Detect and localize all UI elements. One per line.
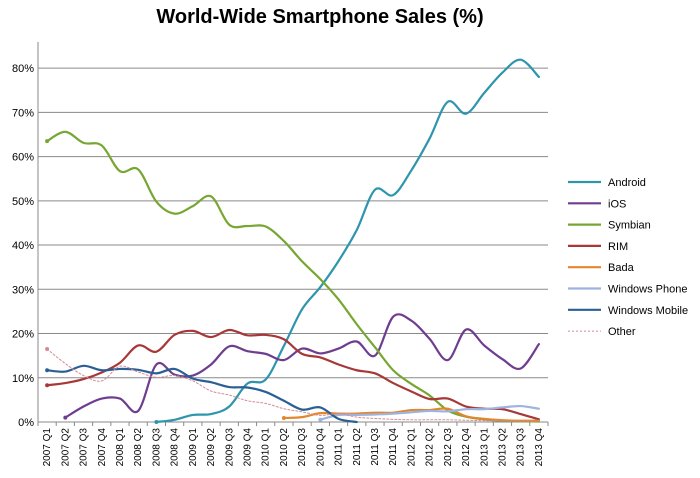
x-tick-label: 2009 Q3 [224,428,235,467]
x-tick-label: 2010 Q2 [279,428,290,467]
series-line-bada [282,407,540,422]
axes: 0% 10% 20% 30% 40% 50% 60% 70% 80% 2007 Q1 2007 Q2… [12,42,549,467]
legend-label-bada: Bada [608,262,635,274]
y-tick-label: 80% [12,63,34,75]
legend-label-windows-mobile: Windows Mobile [608,305,688,317]
series-start-point-symbian [45,139,50,144]
x-tick-label: 2007 Q4 [97,428,108,467]
x-tick-label: 2012 Q3 [443,428,454,467]
series-start-point-ios [63,415,68,420]
y-tick-label: 70% [12,107,34,119]
y-tick-label: 50% [12,196,34,208]
series-group [45,58,540,424]
y-tick-label: 60% [12,152,34,164]
series-start-point-bada [281,416,286,421]
x-tick-label: 2009 Q4 [242,428,253,467]
x-tick-label: 2008 Q3 [151,428,162,467]
x-tick-label: 2007 Q3 [79,428,90,467]
x-tick-label: 2013 Q3 [516,428,527,467]
x-tick-label: 2013 Q4 [534,428,545,467]
legend-label-android: Android [608,177,646,189]
legend-label-symbian: Symbian [608,220,651,232]
x-tick-label: 2013 Q1 [479,428,490,467]
y-tick-label: 20% [12,329,34,341]
x-tick-label: 2008 Q1 [115,428,126,467]
x-tick-label: 2008 Q2 [133,428,144,467]
x-tick-label: 2010 Q1 [261,428,272,467]
y-tick-label: 0% [18,417,34,429]
series-start-point-windows-phone [318,417,323,422]
series-line-other [46,348,540,422]
series-start-point-android [154,420,159,424]
series-start-point-other [45,347,50,352]
series-line-rim [46,328,540,421]
x-tick-label: 2012 Q4 [461,428,472,467]
legend-label-other: Other [608,326,636,338]
legend: Android iOS Symbian RIM Bada Windows Phone Win… [568,177,688,338]
x-tick-label: 2011 Q2 [352,428,363,466]
x-tick-label: 2007 Q2 [60,428,71,467]
x-tick-label: 2007 Q1 [42,428,53,467]
y-tick-label: 40% [12,240,34,252]
x-tick-label: 2013 Q2 [497,428,508,467]
legend-label-ios: iOS [608,198,626,210]
x-tick-label: 2011 Q4 [388,428,399,466]
series-line-ios [64,313,540,419]
legend-label-rim: RIM [608,241,628,253]
x-tick-label: 2008 Q4 [170,428,181,467]
x-tick-label: 2012 Q2 [425,428,436,467]
y-tick-label: 10% [12,373,34,385]
x-tick-label: 2010 Q3 [297,428,308,467]
series-line-symbian [46,130,540,423]
series-line-windows-mobile [46,364,358,424]
legend-label-windows-phone: Windows Phone [608,284,688,296]
series-start-point-windows-mobile [45,368,50,373]
x-tick-label: 2010 Q4 [315,428,326,467]
chart-title: World-Wide Smartphone Sales (%) [156,6,484,28]
x-tick-label: 2009 Q1 [188,428,199,467]
x-tick-label: 2011 Q3 [370,428,381,466]
series-line-windows-phone [319,404,540,421]
x-tick-label: 2012 Q1 [406,428,417,467]
y-tick-label: 30% [12,284,34,296]
x-tick-label: 2011 Q1 [334,428,345,466]
series-start-point-rim [45,383,50,388]
series-line-android [155,58,540,424]
x-tick-label: 2009 Q2 [206,428,217,467]
